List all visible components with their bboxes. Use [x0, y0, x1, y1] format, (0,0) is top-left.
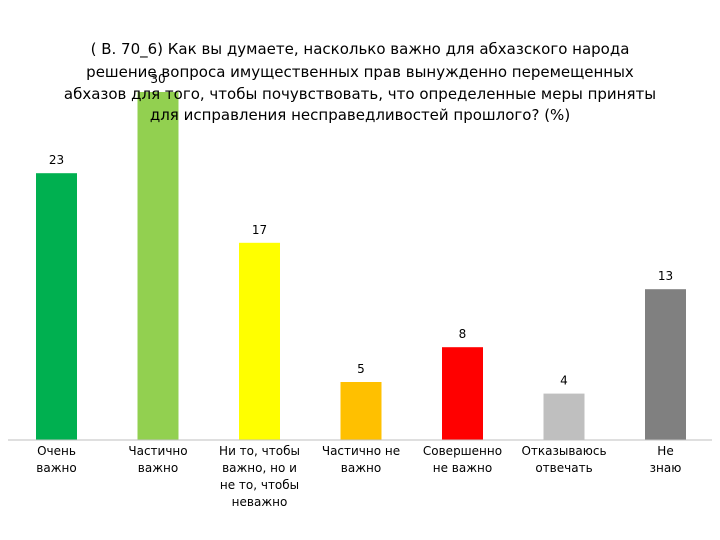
chart-title: ( В. 70_6) Как вы думаете, насколько важ… — [64, 40, 656, 124]
bar-value-label: 13 — [658, 269, 673, 283]
bar — [137, 92, 179, 440]
category-label: Отказываюсь — [521, 444, 606, 458]
category-label: не то, чтобы — [220, 478, 299, 492]
bar — [645, 289, 686, 440]
category-label: важно — [341, 461, 381, 475]
chart-title-line: решение вопроса имущественных прав вынуж… — [86, 63, 634, 81]
bar — [36, 173, 77, 440]
bar-value-label: 8 — [459, 327, 467, 341]
category-label: Очень — [37, 444, 76, 458]
bar — [239, 242, 280, 440]
category-label: отвечать — [535, 461, 592, 475]
bars-layer — [36, 92, 686, 440]
category-label: неважно — [232, 495, 288, 509]
chart-title-line: ( В. 70_6) Как вы думаете, насколько важ… — [91, 40, 630, 59]
bar — [442, 347, 483, 440]
category-label: Не — [657, 444, 673, 458]
category-label: не важно — [433, 461, 492, 475]
chart-title-line: для исправления несправедливостей прошло… — [150, 106, 570, 124]
bar-value-label: 23 — [49, 153, 64, 167]
category-label: Ни то, чтобы — [219, 444, 300, 458]
category-label: Частично не — [322, 444, 400, 458]
category-label: важно — [36, 461, 76, 475]
category-label: важно — [138, 461, 178, 475]
bar — [340, 382, 382, 440]
category-labels-layer: Очень важно Частично важно Ни то, чтобы важно… — [36, 444, 681, 509]
bar-value-label: 30 — [150, 72, 165, 86]
bar-value-label: 17 — [252, 223, 267, 237]
chart-title-line: абхазов для того, чтобы почувствовать, ч… — [64, 85, 656, 103]
category-label: Частично — [128, 444, 187, 458]
category-label: знаю — [650, 461, 682, 475]
category-label: Совершенно — [423, 444, 502, 458]
data-labels-layer: 23 30 17 5 8 4 13 — [49, 72, 673, 388]
bar-value-label: 5 — [357, 362, 365, 376]
category-label: важно, но и — [222, 461, 297, 475]
bar — [543, 393, 585, 440]
bar-value-label: 4 — [560, 374, 568, 388]
